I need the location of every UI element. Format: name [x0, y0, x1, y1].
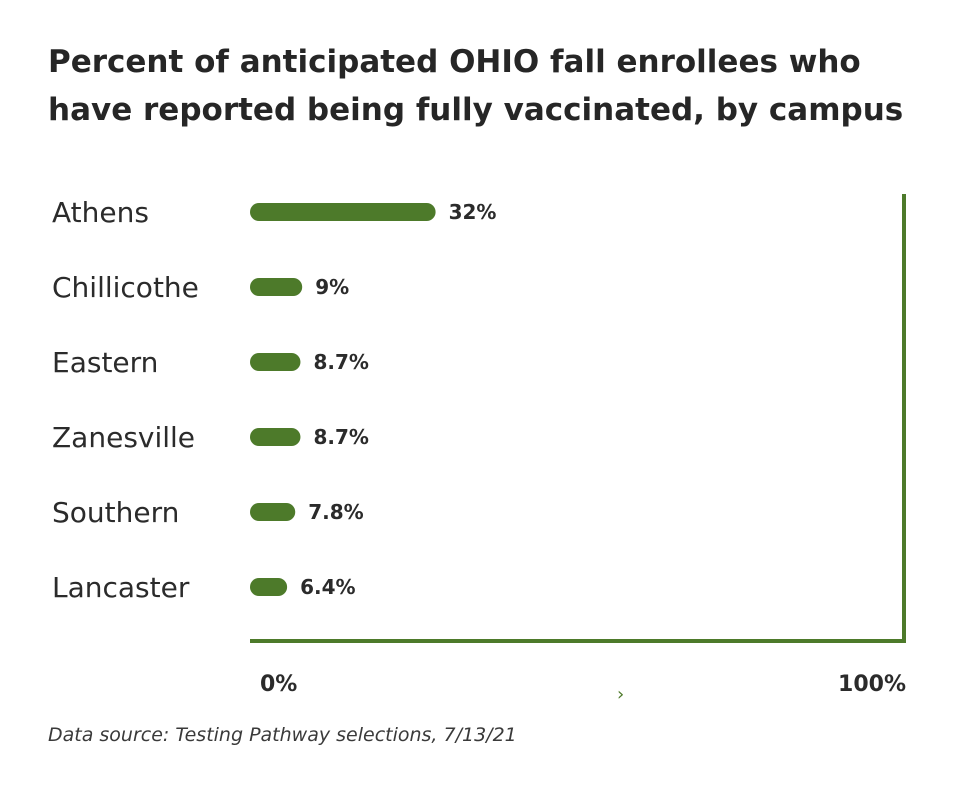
bar: [250, 578, 288, 596]
chart-title: Percent of anticipated OHIO fall enrolle…: [48, 38, 928, 134]
category-label: Eastern: [52, 346, 158, 379]
bar-value-label: 8.7%: [313, 350, 368, 374]
category-label: Zanesville: [52, 421, 195, 454]
bar: [250, 203, 436, 221]
bars-group: Athens 32% Chillicothe 9% Eastern 8.7% Zanesvi…: [52, 196, 496, 604]
category-label: Southern: [52, 496, 179, 529]
chevron-right-icon: ›: [617, 684, 625, 705]
data-source-note: Data source: Testing Pathway selections,…: [48, 724, 517, 746]
bar: [250, 503, 296, 521]
bar-value-label: 32%: [449, 200, 497, 224]
bar: [250, 428, 301, 446]
x-tick-label-max: 100%: [838, 672, 906, 697]
x-tick-label-min: 0%: [260, 672, 297, 697]
bar-value-label: 9%: [315, 275, 349, 299]
bar: [250, 278, 303, 296]
bar: [250, 353, 301, 371]
category-label: Lancaster: [52, 571, 190, 604]
category-label: Athens: [52, 196, 149, 229]
bar-value-label: 6.4%: [300, 575, 355, 599]
bar-value-label: 8.7%: [313, 425, 368, 449]
chart-title-line-1: Percent of anticipated OHIO fall enrolle…: [48, 44, 861, 80]
bar-value-label: 7.8%: [308, 500, 363, 524]
chart-title-line-2: have reported being fully vaccinated, by…: [48, 92, 904, 128]
category-label: Chillicothe: [52, 271, 199, 304]
